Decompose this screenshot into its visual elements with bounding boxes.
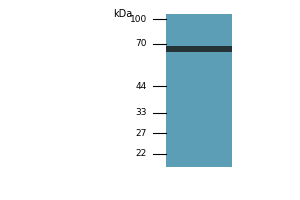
Text: 70: 70	[136, 39, 147, 48]
Bar	[166, 46, 232, 52]
Bar	[166, 14, 232, 167]
Text: kDa: kDa	[113, 9, 132, 19]
Text: 27: 27	[136, 129, 147, 138]
Text: 44: 44	[136, 82, 147, 91]
Text: 100: 100	[130, 15, 147, 24]
Text: 22: 22	[136, 149, 147, 158]
Text: 33: 33	[136, 108, 147, 117]
